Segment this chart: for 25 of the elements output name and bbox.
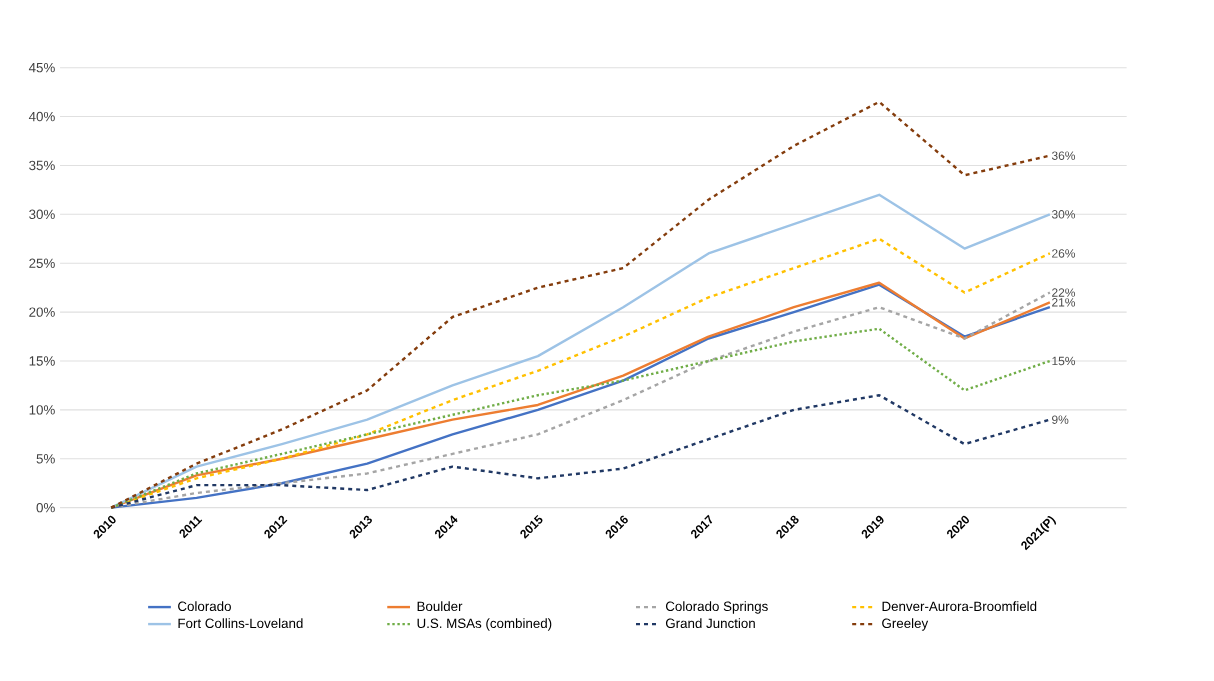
y-tick-label: 0% bbox=[36, 502, 55, 513]
y-tick-label: 25% bbox=[29, 258, 55, 268]
legend-label: Grand Junction bbox=[665, 618, 755, 629]
legend-label: Boulder bbox=[417, 601, 463, 612]
legend-label: Colorado Springs bbox=[665, 601, 768, 614]
data-label: 30% bbox=[1051, 210, 1076, 219]
data-label: 36% bbox=[1051, 151, 1076, 160]
legend-label: Colorado bbox=[178, 601, 231, 612]
data-label: 22% bbox=[1052, 288, 1076, 297]
data-label: 21% bbox=[1052, 298, 1076, 307]
data-label: 15% bbox=[1052, 356, 1076, 366]
y-tick-label: 35% bbox=[29, 160, 55, 171]
y-tick-label: 15% bbox=[29, 356, 55, 366]
legend-label: Fort Collins-Loveland bbox=[178, 618, 303, 629]
y-tick-label: 30% bbox=[29, 209, 55, 220]
legend-label: U.S. MSAs (combined) bbox=[417, 618, 552, 631]
y-tick-label: 45% bbox=[28, 62, 55, 73]
legend-label: Greeley bbox=[882, 618, 929, 631]
y-tick-label: 20% bbox=[29, 307, 55, 317]
y-tick-label: 40% bbox=[28, 111, 55, 122]
data-label: 26% bbox=[1052, 249, 1076, 258]
y-tick-label: 5% bbox=[36, 454, 55, 464]
data-label: 9% bbox=[1052, 415, 1069, 424]
legend-label: Denver-Aurora-Broomfield bbox=[882, 601, 1037, 612]
y-tick-label: 10% bbox=[29, 405, 55, 415]
